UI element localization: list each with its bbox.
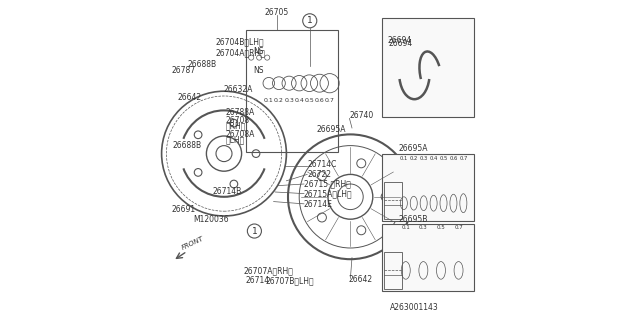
Text: 〈RH〉: 〈RH〉: [226, 121, 246, 130]
Text: 0.5: 0.5: [305, 98, 314, 103]
Text: 26688B: 26688B: [172, 141, 202, 150]
Text: 26642: 26642: [349, 276, 373, 284]
Text: FRONT: FRONT: [181, 236, 205, 251]
Text: 0.3: 0.3: [420, 156, 428, 161]
Text: 26715 〈RH〉: 26715 〈RH〉: [304, 180, 351, 188]
Text: M120036: M120036: [193, 215, 229, 224]
Text: 0.1: 0.1: [401, 225, 410, 230]
Text: 26707B〈LH〉: 26707B〈LH〉: [266, 276, 314, 285]
Text: 26722: 26722: [307, 170, 332, 179]
Text: 26708A: 26708A: [226, 130, 255, 139]
Text: 26695B: 26695B: [398, 215, 428, 224]
Text: 0.7: 0.7: [454, 225, 463, 230]
Text: 26707A〈RH〉: 26707A〈RH〉: [244, 266, 294, 275]
Text: 26694: 26694: [387, 36, 412, 44]
Text: 〈LH〉: 〈LH〉: [226, 135, 245, 144]
Text: NS: NS: [253, 66, 263, 75]
Text: 0.3: 0.3: [419, 225, 428, 230]
Text: 26788A: 26788A: [226, 108, 255, 116]
Text: 0.3: 0.3: [284, 98, 294, 103]
Text: 26632A: 26632A: [224, 85, 253, 94]
Text: 26642: 26642: [178, 93, 202, 102]
Text: 26704A〈RH〉: 26704A〈RH〉: [216, 48, 266, 57]
Text: 0.4: 0.4: [294, 98, 304, 103]
Text: 0.7: 0.7: [459, 156, 468, 161]
Text: 26714E: 26714E: [304, 200, 333, 209]
Text: 26688B: 26688B: [187, 60, 216, 68]
Text: A263001143: A263001143: [390, 303, 438, 312]
Text: 26787: 26787: [172, 66, 195, 75]
Text: 0.2: 0.2: [410, 156, 418, 161]
Text: 26695A: 26695A: [398, 144, 428, 153]
Text: 26715A〈LH〉: 26715A〈LH〉: [304, 189, 353, 198]
Text: 26714: 26714: [246, 276, 269, 285]
Text: 26691: 26691: [172, 205, 195, 214]
Text: 0.5: 0.5: [439, 156, 448, 161]
Text: 26740: 26740: [349, 111, 374, 120]
Bar: [383, 224, 474, 291]
Text: 0.1: 0.1: [399, 156, 408, 161]
Text: 26704B〈LH〉: 26704B〈LH〉: [216, 37, 264, 46]
Text: 0.4: 0.4: [429, 156, 438, 161]
Text: 0.6: 0.6: [449, 156, 458, 161]
Text: 26714C: 26714C: [307, 160, 337, 169]
Text: 26708: 26708: [226, 116, 250, 124]
Text: NS: NS: [253, 47, 263, 56]
Bar: [384, 252, 402, 289]
Text: 0.2: 0.2: [274, 98, 284, 103]
Text: 0.6: 0.6: [315, 98, 324, 103]
Text: 1: 1: [252, 227, 257, 236]
Text: 0.7: 0.7: [324, 98, 335, 103]
Text: 26694: 26694: [388, 39, 413, 48]
Text: 1: 1: [307, 16, 312, 25]
Bar: [383, 154, 474, 221]
Bar: [384, 182, 402, 219]
Text: 26705: 26705: [265, 8, 289, 17]
Text: 26695A: 26695A: [317, 125, 346, 134]
Bar: [246, 30, 338, 152]
Bar: [383, 18, 474, 117]
Text: 26714B: 26714B: [212, 188, 242, 196]
Text: 0.1: 0.1: [264, 98, 274, 103]
Text: 0.5: 0.5: [436, 225, 445, 230]
